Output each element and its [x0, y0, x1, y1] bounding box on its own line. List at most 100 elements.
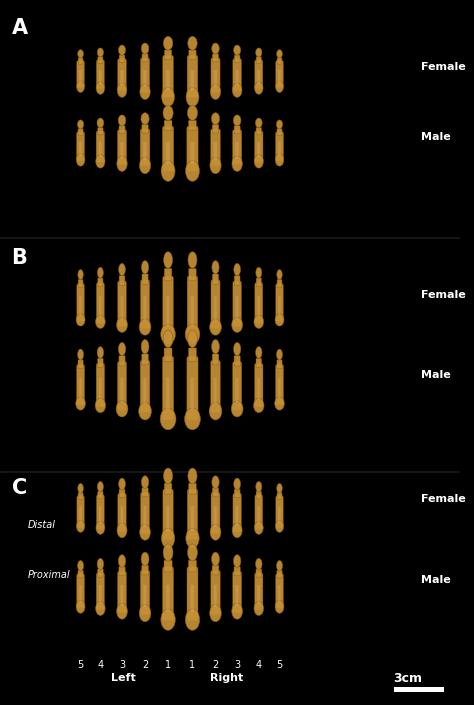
Ellipse shape — [234, 478, 240, 490]
Ellipse shape — [211, 340, 219, 354]
Ellipse shape — [234, 264, 240, 276]
FancyBboxPatch shape — [191, 295, 194, 326]
Ellipse shape — [76, 520, 85, 532]
FancyBboxPatch shape — [210, 129, 220, 166]
FancyBboxPatch shape — [214, 506, 217, 527]
Ellipse shape — [212, 261, 219, 274]
FancyBboxPatch shape — [278, 585, 281, 602]
FancyBboxPatch shape — [164, 483, 172, 494]
Ellipse shape — [231, 400, 243, 417]
Ellipse shape — [188, 468, 197, 484]
Ellipse shape — [255, 118, 262, 128]
FancyBboxPatch shape — [142, 488, 148, 497]
FancyBboxPatch shape — [187, 276, 198, 336]
FancyBboxPatch shape — [189, 483, 196, 494]
FancyBboxPatch shape — [98, 491, 103, 499]
FancyBboxPatch shape — [277, 279, 282, 288]
Ellipse shape — [118, 555, 126, 568]
Text: 5: 5 — [77, 660, 84, 670]
FancyBboxPatch shape — [234, 489, 240, 498]
Ellipse shape — [184, 408, 201, 430]
FancyBboxPatch shape — [191, 505, 194, 531]
Ellipse shape — [254, 315, 264, 329]
Ellipse shape — [210, 157, 221, 173]
FancyBboxPatch shape — [140, 58, 150, 92]
Text: Male: Male — [421, 370, 451, 380]
Ellipse shape — [275, 520, 283, 532]
FancyBboxPatch shape — [278, 378, 281, 398]
FancyBboxPatch shape — [97, 495, 104, 529]
Text: 4: 4 — [97, 660, 103, 670]
FancyBboxPatch shape — [98, 278, 103, 287]
FancyBboxPatch shape — [278, 142, 281, 156]
Ellipse shape — [232, 156, 242, 171]
Ellipse shape — [255, 48, 262, 57]
FancyBboxPatch shape — [277, 58, 282, 64]
Ellipse shape — [163, 330, 173, 348]
FancyBboxPatch shape — [77, 132, 84, 161]
FancyBboxPatch shape — [212, 125, 219, 133]
Ellipse shape — [256, 267, 262, 278]
Ellipse shape — [210, 319, 221, 335]
FancyBboxPatch shape — [257, 585, 260, 603]
Ellipse shape — [163, 106, 173, 121]
FancyBboxPatch shape — [275, 364, 283, 405]
FancyBboxPatch shape — [78, 360, 83, 369]
FancyBboxPatch shape — [212, 54, 219, 62]
Ellipse shape — [118, 343, 126, 356]
Ellipse shape — [78, 269, 83, 280]
Ellipse shape — [188, 37, 197, 50]
Ellipse shape — [76, 397, 85, 410]
FancyBboxPatch shape — [255, 364, 263, 407]
FancyBboxPatch shape — [189, 121, 196, 130]
Ellipse shape — [98, 267, 103, 278]
FancyBboxPatch shape — [257, 70, 260, 84]
FancyBboxPatch shape — [118, 59, 127, 91]
FancyBboxPatch shape — [140, 360, 150, 412]
Ellipse shape — [163, 544, 173, 561]
Ellipse shape — [255, 521, 263, 534]
FancyBboxPatch shape — [277, 570, 282, 578]
FancyBboxPatch shape — [164, 269, 172, 281]
FancyBboxPatch shape — [236, 296, 238, 319]
FancyBboxPatch shape — [143, 70, 146, 87]
FancyBboxPatch shape — [163, 56, 173, 97]
Ellipse shape — [117, 156, 127, 171]
FancyBboxPatch shape — [255, 495, 263, 529]
Ellipse shape — [117, 317, 128, 332]
Text: Female: Female — [421, 290, 466, 300]
FancyBboxPatch shape — [77, 61, 84, 87]
Ellipse shape — [97, 48, 103, 57]
FancyBboxPatch shape — [256, 358, 262, 367]
FancyBboxPatch shape — [78, 129, 83, 135]
FancyBboxPatch shape — [118, 130, 127, 164]
Ellipse shape — [164, 252, 173, 268]
FancyBboxPatch shape — [234, 276, 240, 286]
FancyBboxPatch shape — [234, 567, 240, 576]
FancyBboxPatch shape — [236, 378, 238, 402]
FancyBboxPatch shape — [214, 378, 217, 404]
FancyBboxPatch shape — [212, 354, 219, 365]
FancyBboxPatch shape — [236, 142, 238, 159]
Text: Distal: Distal — [27, 520, 55, 530]
Ellipse shape — [210, 84, 221, 99]
Ellipse shape — [186, 87, 199, 106]
FancyBboxPatch shape — [119, 55, 125, 63]
Ellipse shape — [161, 161, 175, 181]
Ellipse shape — [140, 84, 150, 99]
Text: 1: 1 — [165, 660, 171, 670]
FancyBboxPatch shape — [278, 506, 281, 522]
Ellipse shape — [141, 43, 149, 54]
FancyBboxPatch shape — [98, 569, 103, 577]
Ellipse shape — [117, 523, 127, 538]
Ellipse shape — [96, 154, 105, 168]
FancyBboxPatch shape — [140, 570, 150, 615]
FancyBboxPatch shape — [277, 129, 282, 135]
FancyBboxPatch shape — [77, 283, 84, 321]
FancyBboxPatch shape — [141, 492, 149, 534]
FancyBboxPatch shape — [234, 55, 240, 63]
FancyBboxPatch shape — [233, 130, 242, 164]
FancyBboxPatch shape — [98, 56, 103, 63]
FancyBboxPatch shape — [78, 58, 83, 64]
Ellipse shape — [160, 408, 176, 430]
